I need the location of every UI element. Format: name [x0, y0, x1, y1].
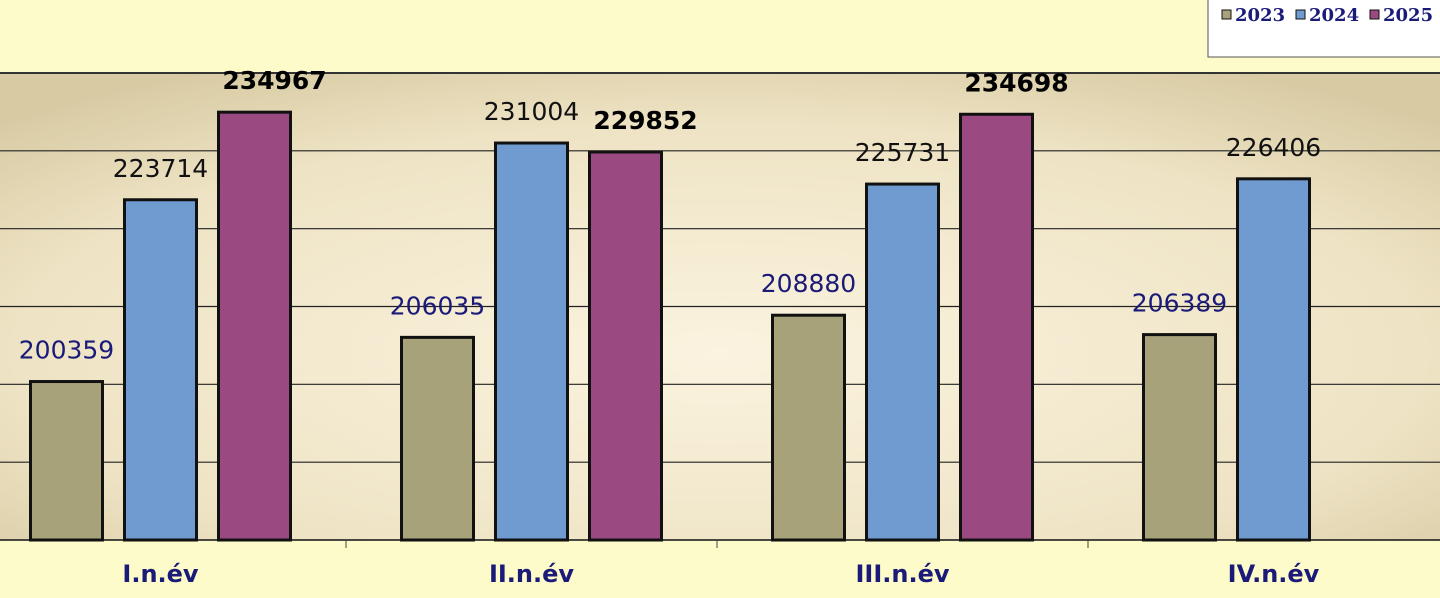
legend-swatch — [1369, 9, 1380, 20]
bar — [494, 141, 569, 542]
bar — [123, 198, 198, 542]
data-label: 208880 — [761, 269, 856, 298]
legend-label: 2025 — [1383, 5, 1433, 26]
x-tick-label: IV.n.év — [1228, 560, 1320, 588]
legend: 2023 2024 2025 — [1207, 0, 1440, 58]
data-label: 234967 — [222, 66, 326, 95]
data-label: 226406 — [1226, 133, 1321, 162]
bar — [959, 112, 1034, 542]
legend-swatch — [1295, 9, 1306, 20]
data-label: 231004 — [484, 97, 579, 126]
bar — [29, 380, 104, 542]
data-label: 206389 — [1132, 289, 1227, 318]
legend-label: 2023 — [1235, 5, 1285, 26]
data-label: 225731 — [855, 138, 950, 167]
x-tick-label: III.n.év — [855, 560, 949, 588]
bar — [400, 335, 475, 542]
legend-label: 2024 — [1309, 5, 1359, 26]
bar — [588, 150, 663, 542]
bar — [1142, 333, 1217, 542]
x-tick-label: II.n.év — [489, 560, 574, 588]
legend-swatch — [1221, 9, 1232, 20]
bar — [865, 182, 940, 542]
data-label: 229852 — [593, 106, 697, 135]
x-tick-label: I.n.év — [122, 560, 199, 588]
data-label: 200359 — [19, 336, 114, 365]
legend-box — [1207, 0, 1440, 58]
data-label: 206035 — [390, 291, 485, 320]
bar — [771, 313, 846, 542]
bar — [217, 110, 292, 542]
data-label: 234698 — [964, 68, 1068, 97]
bar — [1236, 177, 1311, 542]
data-label: 223714 — [113, 154, 208, 183]
